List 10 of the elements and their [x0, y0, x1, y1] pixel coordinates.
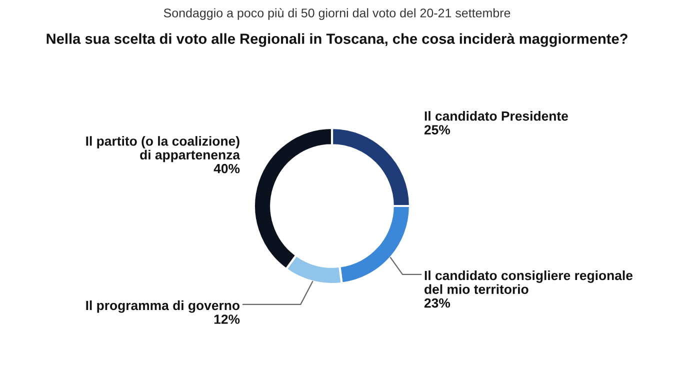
- data-label: 25%: [424, 125, 450, 134]
- slice-label: Il programma di governo: [86, 300, 240, 313]
- data-label: 23%: [424, 298, 450, 308]
- slice-label: Il candidato Presidente: [424, 111, 568, 121]
- data-label: 12%: [214, 314, 240, 324]
- chart-subtitle: Sondaggio a poco più di 50 giorni dal voto del 20-21 settembre: [164, 8, 510, 20]
- data-label: 40%: [214, 164, 240, 174]
- chart-title: Nella sua scelta di voto alle Regionali in Toscana, che cosa inciderà maggiormente?: [46, 33, 628, 47]
- slice-label: Il candidato consigliere regionale del mio territorio: [424, 270, 633, 294]
- slice-label: Il partito (o la coalizione) di appartenenza: [86, 136, 240, 162]
